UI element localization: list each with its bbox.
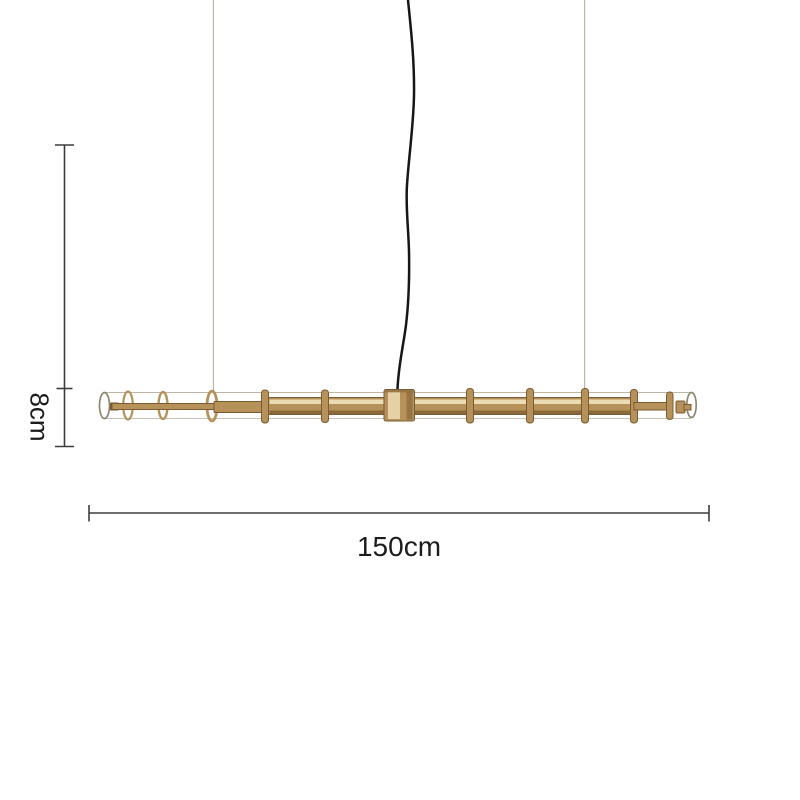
- power-cord: [396, 0, 416, 391]
- bar-ring-wire-mount-right: [581, 388, 589, 424]
- bar-ring: [466, 388, 474, 424]
- light-bar: [98, 388, 698, 424]
- canopy-shadow: [406, 391, 413, 420]
- inner-rod-left: [111, 403, 217, 410]
- bar-ring: [526, 388, 534, 424]
- canopy-top-edge: [385, 389, 414, 393]
- bar-ring: [666, 391, 674, 420]
- bar-ring: [321, 389, 329, 423]
- bar-ring: [261, 389, 269, 424]
- suspension-wires: [212, 0, 586, 391]
- width-dimension: [88, 505, 710, 522]
- canopy-highlight: [388, 392, 400, 419]
- brass-tube-highlight: [269, 399, 634, 404]
- center-canopy: [383, 389, 415, 422]
- width-dimension-label: 150cm: [356, 531, 442, 562]
- height-dimension-label: 8cm: [24, 392, 55, 442]
- height-dimension: [55, 144, 74, 448]
- rod-end-stub-right: [683, 404, 692, 411]
- bar-collar-rings: [261, 388, 638, 424]
- brass-tube-shadow: [269, 410, 634, 414]
- glass-tube-end-left: [98, 391, 111, 420]
